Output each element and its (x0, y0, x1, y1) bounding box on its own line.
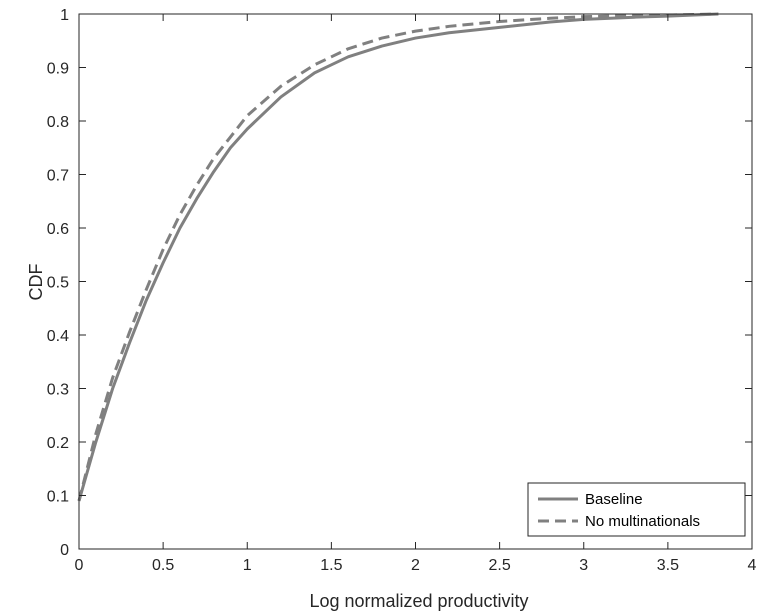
legend: Baseline No multinationals (527, 482, 746, 537)
y-tick-label: 0.9 (47, 61, 69, 78)
x-tick-label: 2.5 (489, 557, 511, 574)
x-axis-title: Log normalized productivity (309, 591, 528, 611)
legend-box (527, 482, 746, 537)
y-tick-label: 1 (60, 7, 69, 24)
y-tick-label: 0.3 (47, 382, 69, 399)
x-tick-label: 1 (243, 557, 252, 574)
y-tick-label: 0.1 (47, 489, 69, 506)
x-tick-label: 4 (748, 557, 757, 574)
series-line-no-multinationals (77, 12, 719, 502)
x-tick-label: 0 (75, 557, 84, 574)
y-tick-label: 0.6 (47, 221, 69, 238)
legend-label: Baseline (585, 491, 643, 508)
y-tick-label: 0.7 (47, 168, 69, 185)
legend-label: No multinationals (585, 513, 700, 530)
y-tick-label: 0.5 (47, 275, 69, 292)
x-axis: 0 0.5 1 1.5 2 2.5 3 3.5 4 (75, 14, 757, 574)
y-tick-label: 0.8 (47, 114, 69, 131)
x-tick-label: 2 (411, 557, 420, 574)
y-tick-label: 0.2 (47, 435, 69, 452)
y-tick-label: 0.4 (47, 328, 69, 345)
y-axis: 0 0.1 0.2 0.3 0.4 0.5 0.6 0.7 0.8 0.9 1 (47, 7, 752, 559)
x-tick-label: 3.5 (657, 557, 679, 574)
series-line-baseline (77, 12, 719, 502)
x-tick-label: 1.5 (320, 557, 342, 574)
y-axis-title: CDF (26, 264, 46, 301)
x-tick-label: 3 (579, 557, 588, 574)
y-tick-label: 0 (60, 542, 69, 559)
x-tick-label: 0.5 (152, 557, 174, 574)
plot-lines (77, 12, 719, 502)
